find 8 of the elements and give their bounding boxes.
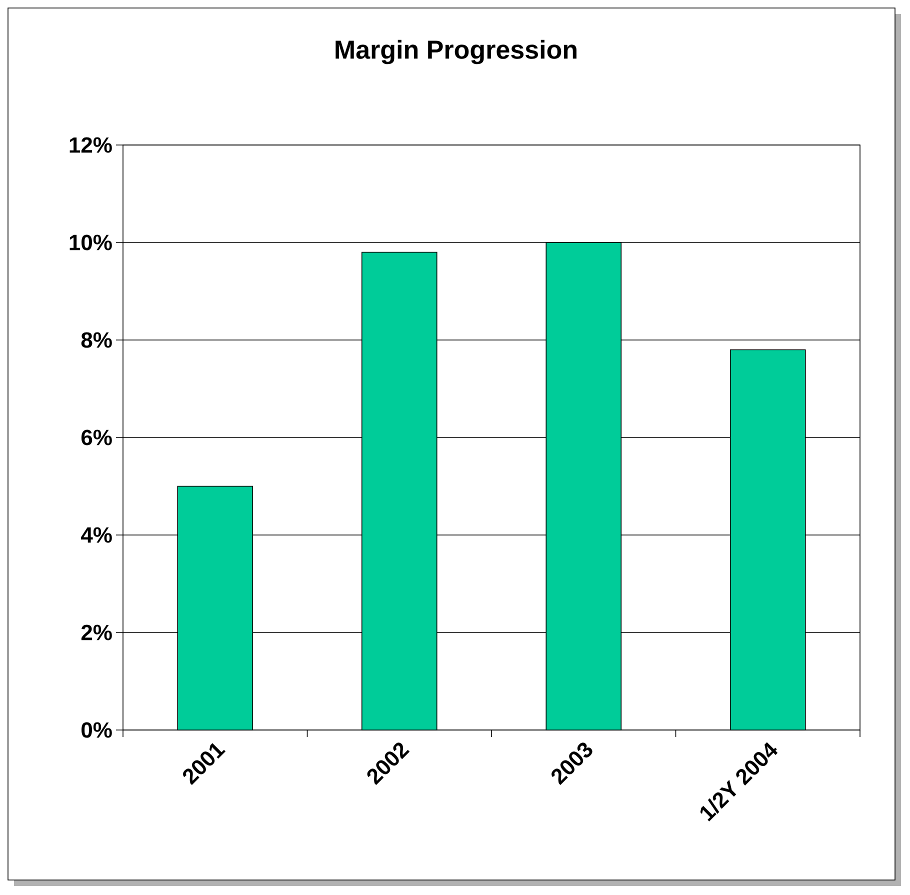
y-tick-label: 8% [81,332,112,348]
y-tick-label: 6% [81,430,112,446]
y-tick-label: 0% [82,722,112,738]
y-tick-label: 2% [81,624,112,640]
y-tick-label: 12% [70,137,112,153]
chart-title: Margin Progression [336,40,576,64]
y-tick-label: 10% [70,234,112,250]
y-tick-label: 4% [81,527,112,543]
